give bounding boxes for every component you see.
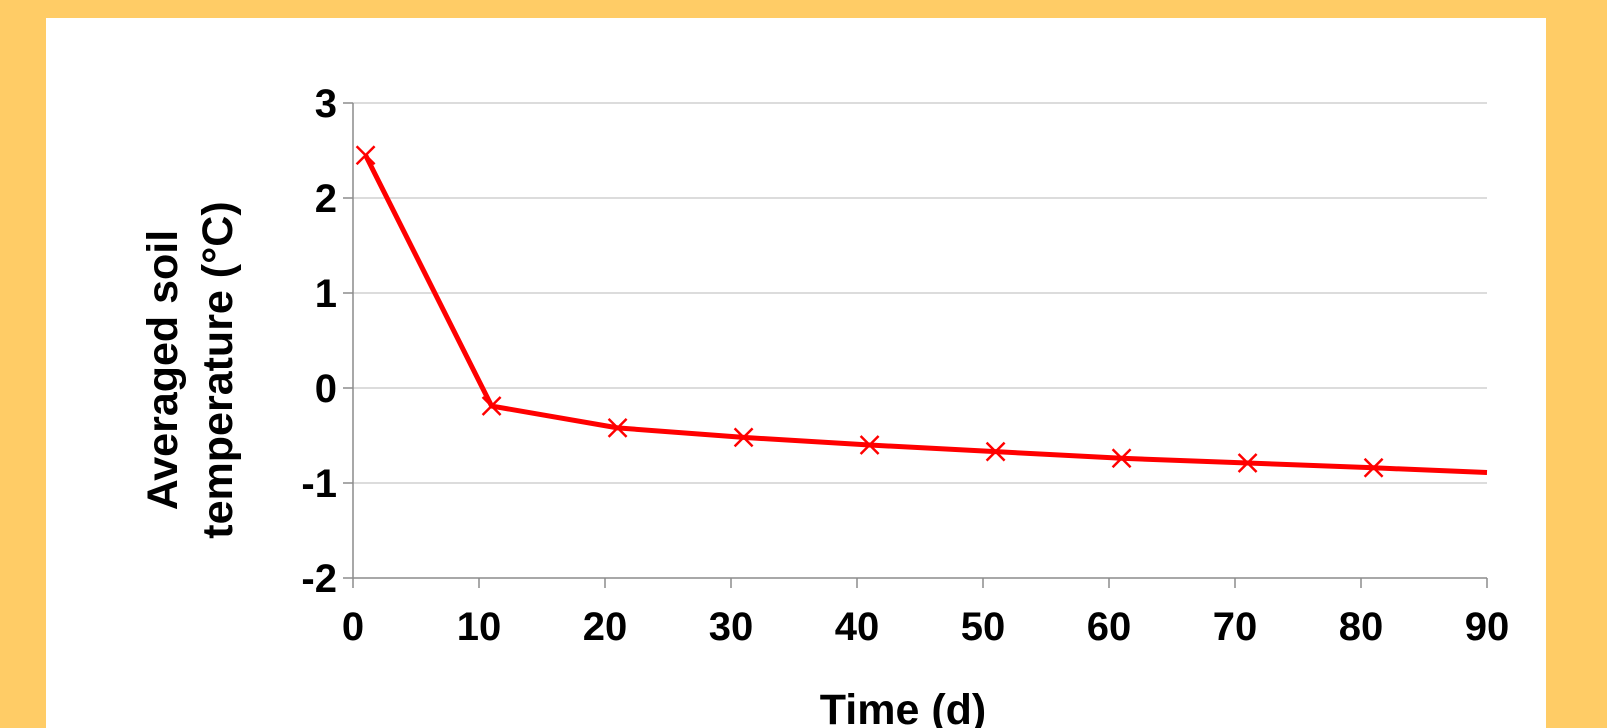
data-point-marker: [1111, 448, 1132, 469]
data-point-marker: [607, 418, 628, 438]
marker-stroke: [1237, 453, 1258, 473]
marker-stroke: [859, 435, 880, 455]
marker-stroke: [481, 396, 502, 416]
data-point-marker: [1237, 453, 1258, 473]
data-point-marker: [733, 427, 754, 448]
marker-stroke: [607, 418, 628, 438]
y-tick-label: 2: [315, 177, 337, 221]
x-axis-title: Time (d): [820, 686, 986, 728]
x-tick-label: 90: [1465, 605, 1510, 649]
x-tick-label: 20: [583, 605, 628, 649]
marker-stroke: [733, 427, 754, 448]
data-point-marker: [481, 396, 502, 416]
marker-stroke: [1363, 457, 1384, 478]
marker-stroke: [1111, 448, 1132, 469]
axes: [343, 102, 1488, 588]
data-point-marker: [1363, 457, 1384, 478]
y-tick-label: 0: [315, 367, 337, 411]
data-point-marker: [355, 145, 376, 166]
y-axis-title-line-1: Averaged soil: [139, 230, 187, 510]
series: [355, 145, 1488, 478]
y-tick-label: -2: [301, 557, 337, 601]
data-point-marker: [859, 435, 880, 455]
series-line: [363, 154, 1488, 476]
x-tick-label: 60: [1087, 605, 1132, 649]
y-tick-label: 3: [315, 82, 337, 126]
top-title-strip: [0, 0, 1607, 18]
y-tick-label: -1: [301, 462, 337, 506]
chart-panel: 3 2 1 0 -1 -2 0 10 20 30 40 50 60 70 80 90 Time (d) Ave…: [46, 18, 1546, 728]
x-tick-label: 80: [1339, 605, 1384, 649]
grid-lines: [353, 102, 1487, 484]
x-tick-label: 70: [1213, 605, 1258, 649]
x-tick-label: 50: [961, 605, 1006, 649]
axis-titles: Time (d) Averaged soil temperature (°C): [139, 201, 986, 728]
x-tick-label: 40: [835, 605, 880, 649]
x-tick-label: 0: [342, 605, 364, 649]
x-tick-label: 10: [457, 605, 502, 649]
marker-stroke: [985, 441, 1006, 462]
y-tick-label: 1: [315, 272, 337, 316]
x-tick-label: 30: [709, 605, 754, 649]
y-axis-title-line-2: temperature (°C): [194, 201, 242, 538]
data-point-marker: [985, 441, 1006, 462]
marker-stroke: [355, 145, 376, 166]
